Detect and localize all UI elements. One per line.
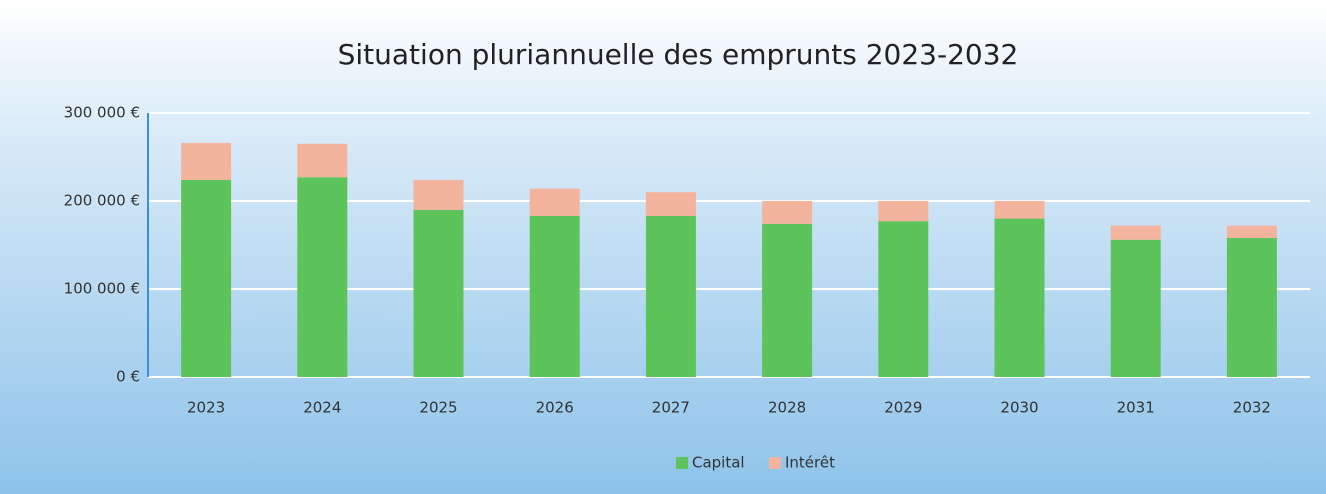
legend-swatch [676,457,688,469]
bar-segment [529,215,580,377]
legend-swatch [769,457,781,469]
bar-segment [413,209,464,377]
legend-label: Capital [692,454,745,472]
bar-segment [297,143,348,178]
y-tick-label: 300 000 € [64,104,140,122]
bar-segment [1110,225,1161,240]
x-tick-label: 2028 [768,399,806,417]
bar-segment [1226,225,1277,238]
y-tick-label: 200 000 € [64,192,140,210]
bar-segment [645,215,696,377]
x-tick-label: 2031 [1117,399,1155,417]
bar-segment [181,142,232,180]
bar-segment [1226,237,1277,377]
bar-segment [878,201,929,222]
x-tick-label: 2025 [419,399,457,417]
bar-segment [878,221,929,377]
x-tick-label: 2027 [652,399,690,417]
bar-segment [994,218,1045,377]
bar-segment [297,177,348,377]
chart-title: Situation pluriannuelle des emprunts 202… [338,38,1019,71]
bar-segment [645,192,696,216]
x-tick-label: 2029 [884,399,922,417]
x-tick-label: 2023 [187,399,225,417]
x-tick-label: 2024 [303,399,341,417]
bar-segment [762,223,813,377]
bar-segment [529,188,580,216]
y-tick-label: 0 € [116,368,140,386]
bar-segment [762,201,813,224]
bar-segment [1110,239,1161,377]
y-tick-label: 100 000 € [64,280,140,298]
bar-segment [413,179,464,210]
bar-segment [181,179,232,377]
x-tick-label: 2030 [1000,399,1038,417]
x-tick-label: 2026 [536,399,574,417]
legend-label: Intérêt [785,454,835,472]
x-tick-label: 2032 [1233,399,1271,417]
bar-segment [994,201,1045,219]
